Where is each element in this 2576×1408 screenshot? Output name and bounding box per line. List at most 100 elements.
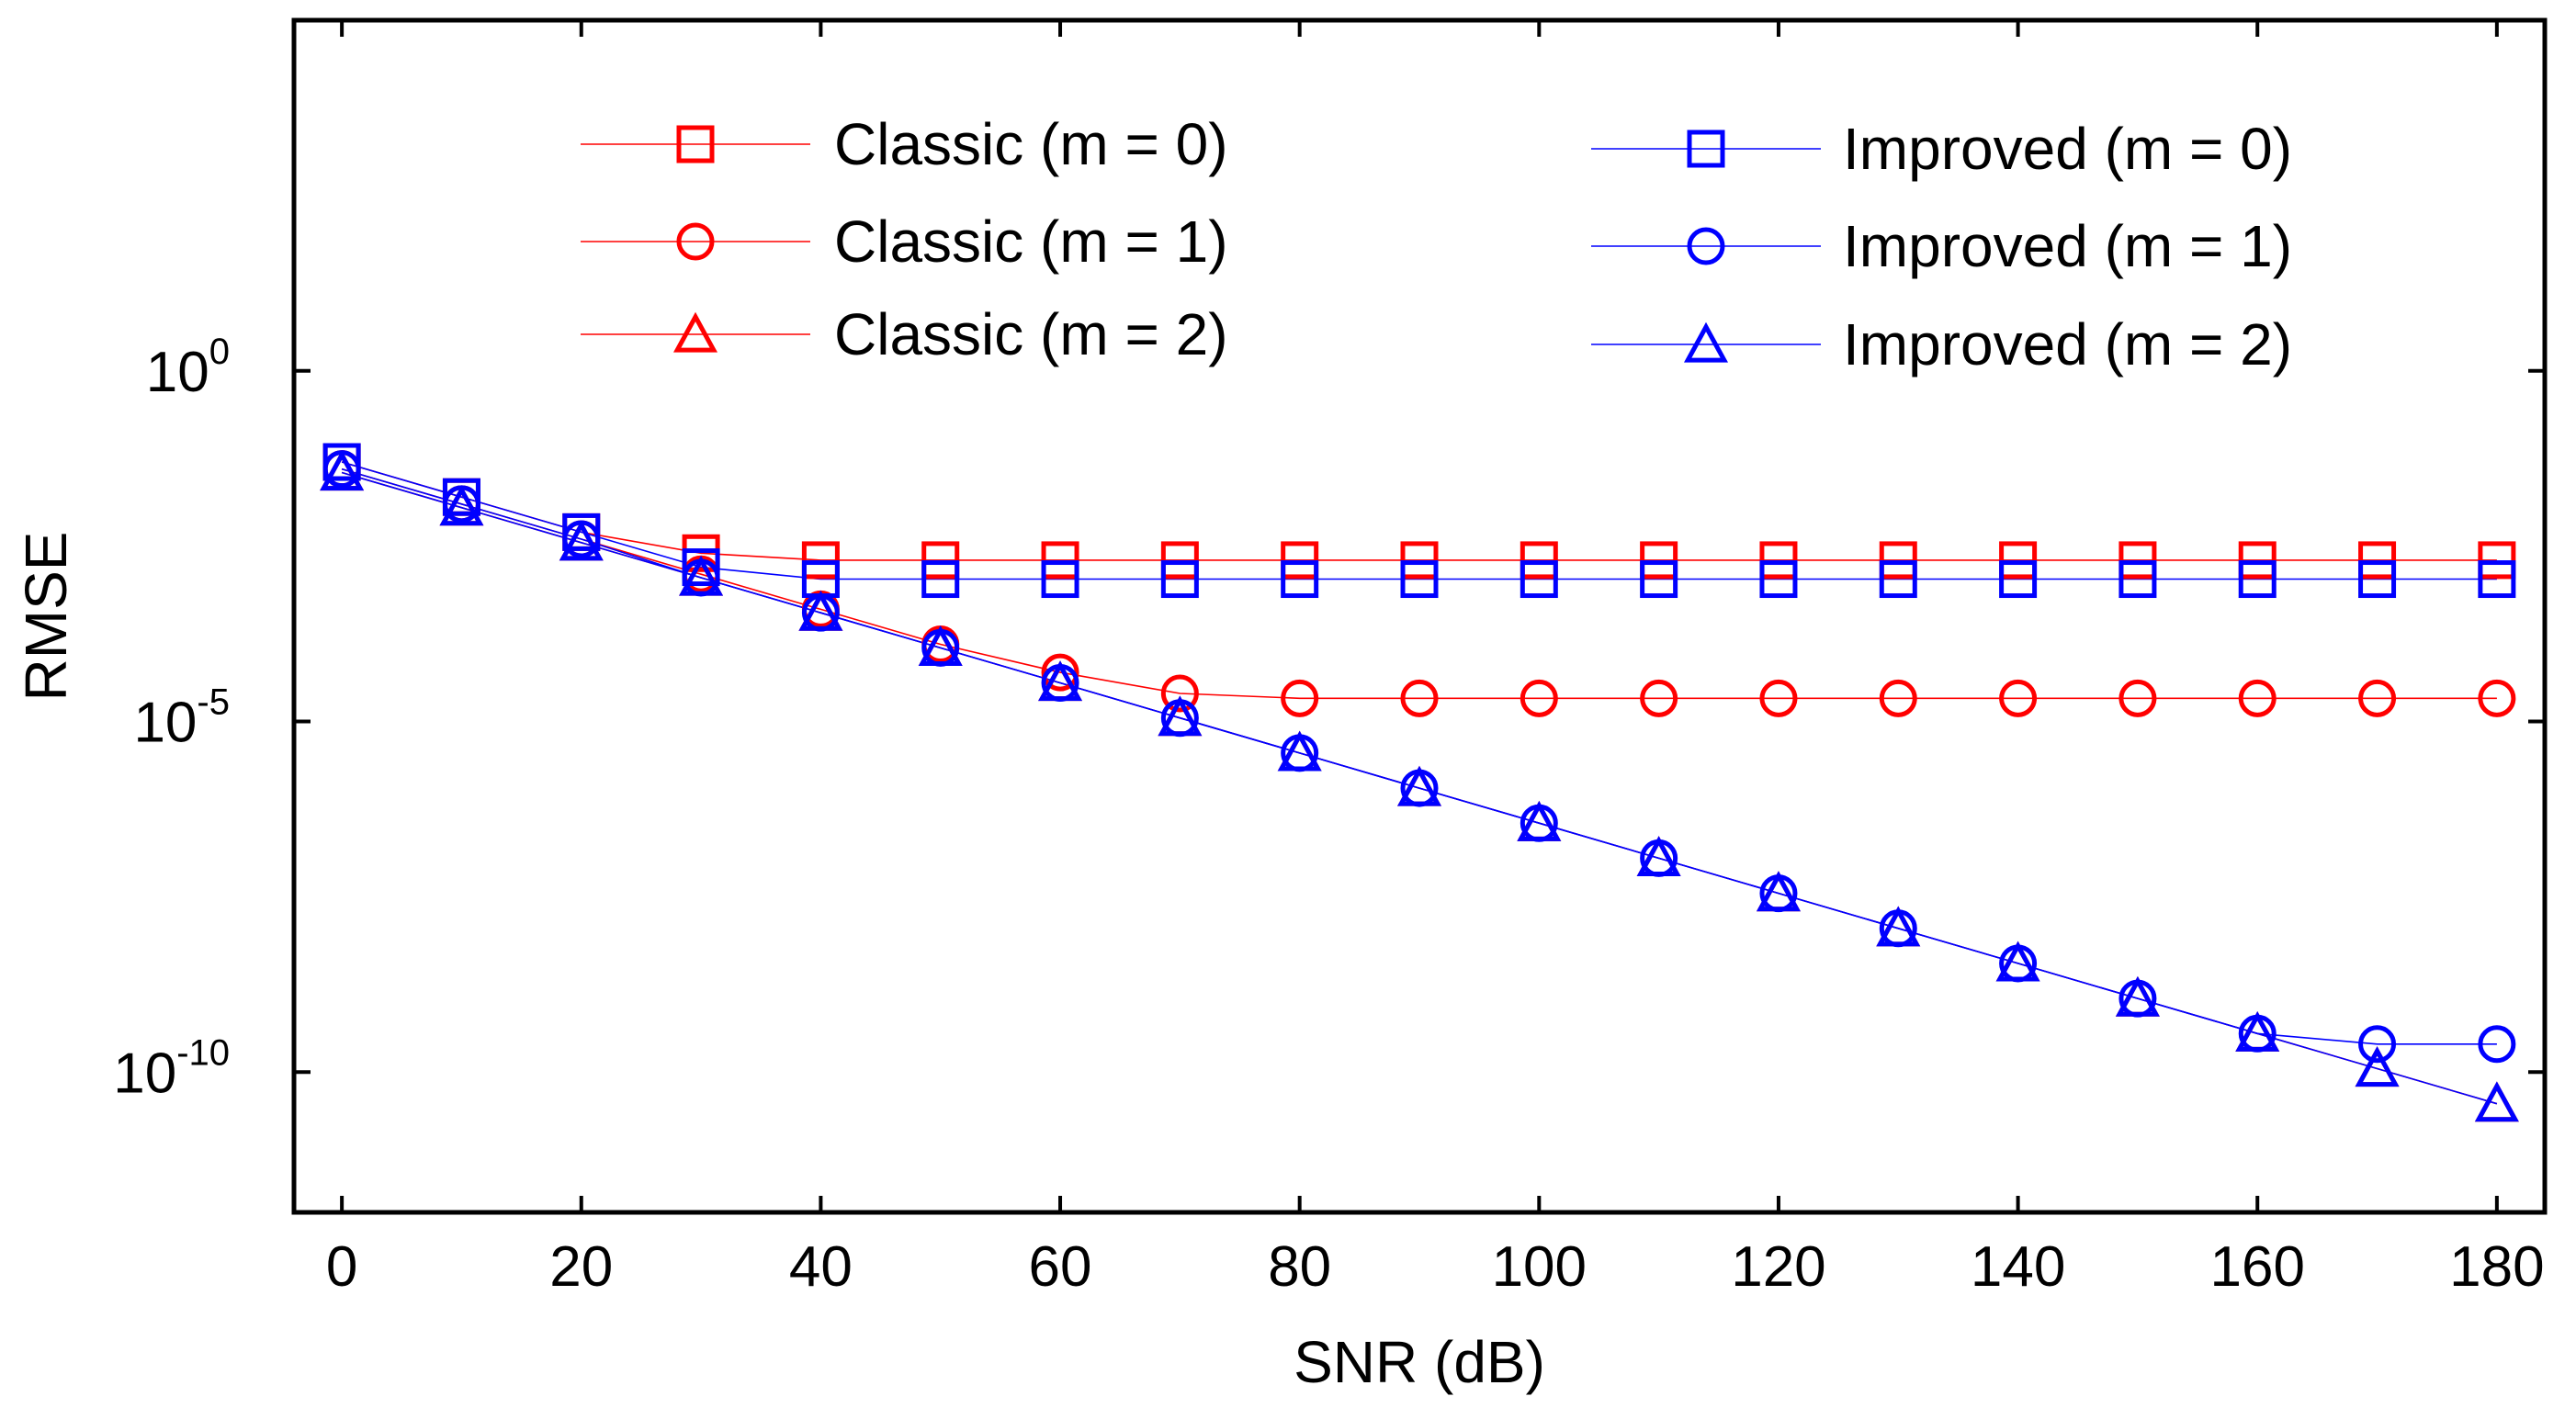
data-point-s3-10 <box>1520 560 1558 599</box>
data-point-s1-12 <box>1759 679 1798 717</box>
x-tick-label-8: 160 <box>2210 1235 2305 1299</box>
data-point-s5-11 <box>1636 836 1681 877</box>
data-point-s3-6 <box>1041 560 1079 599</box>
data-point-s5-12 <box>1756 871 1801 912</box>
data-point-s0-12 <box>1759 541 1798 580</box>
data-point-s3-14 <box>1999 560 2038 599</box>
data-point-s1-6 <box>1041 653 1079 692</box>
data-point-s0-7 <box>1160 541 1199 580</box>
data-point-s3-13 <box>1879 560 1917 599</box>
data-point-s5-15 <box>2115 975 2160 1017</box>
x-tick-label-0: 0 <box>326 1235 357 1299</box>
data-point-s1-7 <box>1160 674 1199 713</box>
data-point-s0-10 <box>1520 541 1558 580</box>
x-tick-label-1: 20 <box>549 1235 613 1299</box>
data-point-s1-10 <box>1520 679 1558 717</box>
data-point-s5-9 <box>1396 765 1442 806</box>
legend: Classic (m = 0) Classic (m = 1) Classic (m… <box>581 111 2292 377</box>
data-point-s5-6 <box>1038 660 1083 702</box>
data-point-s3-7 <box>1160 560 1199 599</box>
legend-marker-4 <box>1687 227 1725 265</box>
data-point-s5-10 <box>1517 800 1562 841</box>
x-tick-label-9: 180 <box>2449 1235 2544 1299</box>
data-point-s4-18 <box>2478 1025 2516 1064</box>
data-point-s1-15 <box>2118 679 2157 717</box>
data-point-s3-8 <box>1281 560 1319 599</box>
data-point-s3-9 <box>1400 560 1439 599</box>
data-point-s0-17 <box>2358 541 2397 580</box>
data-point-s5-4 <box>798 590 843 631</box>
data-point-s0-6 <box>1041 541 1079 580</box>
legend-marker-3 <box>1687 130 1725 168</box>
data-point-s0-14 <box>1999 541 2038 580</box>
data-point-s1-11 <box>1640 679 1678 717</box>
legend-label-0: Classic (m = 0) <box>834 111 1228 177</box>
legend-label-5: Improved (m = 2) <box>1843 311 2292 377</box>
data-point-s1-17 <box>2358 679 2397 717</box>
data-point-s3-16 <box>2238 560 2277 599</box>
data-point-s1-9 <box>1400 679 1439 717</box>
x-axis-ticks: 0 20 40 60 80 100 120 140 160 180 <box>326 20 2545 1299</box>
data-point-s0-9 <box>1400 541 1439 580</box>
legend-marker-5 <box>1683 321 1729 363</box>
data-point-s5-14 <box>1995 941 2040 982</box>
data-point-s5-17 <box>2355 1046 2400 1087</box>
legend-label-4: Improved (m = 1) <box>1843 213 2292 279</box>
x-tick-label-3: 60 <box>1029 1235 1092 1299</box>
data-point-s0-4 <box>801 541 840 580</box>
legend-marker-0 <box>676 125 715 163</box>
legend-marker-2 <box>672 311 718 353</box>
data-point-s5-5 <box>918 625 963 666</box>
data-point-s5-0 <box>320 450 365 491</box>
x-tick-label-2: 40 <box>789 1235 853 1299</box>
data-point-s5-16 <box>2235 1010 2280 1052</box>
data-point-s3-11 <box>1640 560 1678 599</box>
data-point-s1-14 <box>1999 679 2038 717</box>
series-line-3 <box>341 461 2497 580</box>
data-point-s3-17 <box>2358 560 2397 599</box>
plot-frame <box>291 17 2548 1215</box>
x-tick-label-5: 100 <box>1492 1235 1587 1299</box>
data-point-s5-7 <box>1158 695 1203 737</box>
plot-markers <box>320 443 2519 1122</box>
legend-label-2: Classic (m = 2) <box>834 301 1228 367</box>
x-tick-label-6: 120 <box>1731 1235 1825 1299</box>
legend-label-3: Improved (m = 0) <box>1843 116 2292 182</box>
data-point-s0-11 <box>1640 541 1678 580</box>
y-tick-label-1: 10-5 <box>133 682 230 755</box>
data-point-s3-18 <box>2478 560 2516 599</box>
data-point-s1-18 <box>2478 679 2516 717</box>
data-point-s0-5 <box>921 541 960 580</box>
x-tick-label-4: 80 <box>1268 1235 1331 1299</box>
series-line-5 <box>341 471 2498 1105</box>
x-axis-label: SNR (dB) <box>1294 1329 1545 1395</box>
data-point-s3-15 <box>2118 560 2157 599</box>
data-point-s1-16 <box>2238 679 2277 717</box>
series-line-1 <box>341 467 2497 700</box>
data-point-s5-3 <box>679 555 724 596</box>
data-point-s0-16 <box>2238 541 2277 580</box>
data-point-s0-13 <box>1879 541 1917 580</box>
y-axis-ticks: 100 10-5 10-10 <box>113 332 2545 1105</box>
legend-marker-1 <box>676 222 715 261</box>
series-line-0 <box>341 461 2497 561</box>
data-point-s5-2 <box>559 520 604 561</box>
data-point-s0-18 <box>2478 541 2516 580</box>
plot-series <box>341 461 2498 1105</box>
data-point-s3-3 <box>682 548 720 587</box>
data-point-s4-17 <box>2358 1025 2397 1064</box>
data-point-s5-1 <box>439 485 484 526</box>
data-point-s3-12 <box>1759 560 1798 599</box>
legend-label-1: Classic (m = 1) <box>834 208 1228 275</box>
data-point-s1-13 <box>1879 679 1917 717</box>
y-axis-label: RMSE <box>13 532 79 702</box>
data-point-s0-15 <box>2118 541 2157 580</box>
data-point-s0-8 <box>1281 541 1319 580</box>
y-tick-label-2: 10-10 <box>113 1032 230 1105</box>
y-tick-label-0: 100 <box>146 332 230 404</box>
data-point-s5-13 <box>1876 906 1921 947</box>
data-point-s5-18 <box>2474 1081 2519 1122</box>
x-tick-label-7: 140 <box>1971 1235 2065 1299</box>
